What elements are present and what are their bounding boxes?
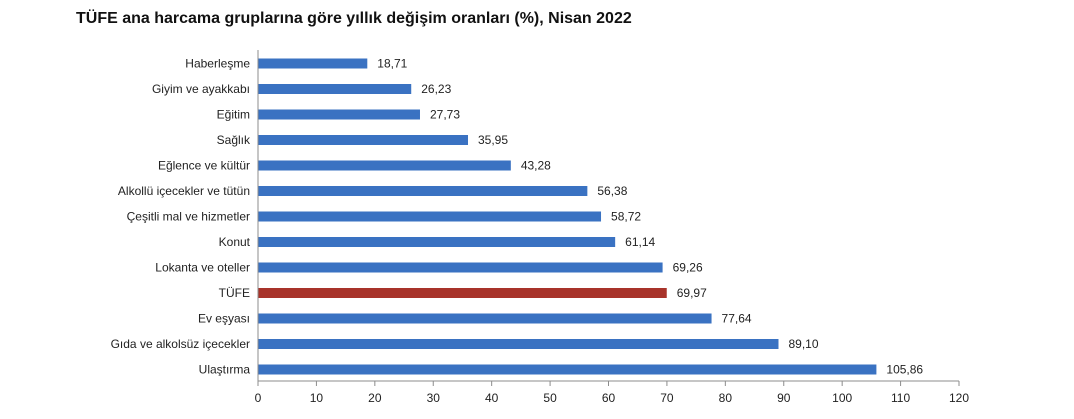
value-label: 105,86 bbox=[886, 363, 923, 377]
x-tick-label: 100 bbox=[832, 391, 852, 405]
category-label: Gıda ve alkolsüz içecekler bbox=[111, 337, 250, 351]
value-label: 26,23 bbox=[421, 82, 451, 96]
value-label: 56,38 bbox=[597, 184, 627, 198]
category-label: Haberleşme bbox=[185, 57, 250, 71]
category-label: Alkollü içecekler ve tütün bbox=[118, 184, 250, 198]
axis-layer bbox=[257, 50, 960, 386]
x-tick-label: 0 bbox=[255, 391, 262, 405]
bar bbox=[258, 84, 412, 94]
category-label: Lokanta ve oteller bbox=[155, 261, 250, 275]
x-tick-label: 80 bbox=[719, 391, 733, 405]
chart-title: TÜFE ana harcama gruplarına göre yıllık … bbox=[76, 10, 632, 27]
x-tick-label: 50 bbox=[543, 391, 557, 405]
category-label: Ulaştırma bbox=[199, 363, 251, 377]
x-tick-label: 110 bbox=[891, 391, 910, 405]
bar bbox=[258, 237, 616, 247]
value-label: 35,95 bbox=[478, 133, 508, 147]
category-label: Giyim ve ayakkabı bbox=[152, 82, 250, 96]
category-label: Ev eşyası bbox=[198, 312, 250, 326]
bar bbox=[258, 135, 469, 145]
value-label: 43,28 bbox=[521, 159, 551, 173]
labels-layer: Haberleşme 18,71 Giyim ve ayakkabı 26,23 Eği… bbox=[111, 57, 970, 406]
bar bbox=[258, 58, 368, 69]
value-label: 77,64 bbox=[722, 312, 752, 326]
x-tick-label: 10 bbox=[310, 391, 324, 405]
category-label: Eğlence ve kültür bbox=[158, 159, 250, 173]
bar bbox=[258, 109, 420, 120]
bar bbox=[258, 211, 602, 222]
value-label: 69,26 bbox=[673, 261, 703, 275]
category-label: Konut bbox=[219, 235, 251, 249]
value-label: 69,97 bbox=[677, 286, 707, 300]
bars-layer bbox=[258, 58, 877, 375]
bar bbox=[258, 364, 877, 375]
category-label: Sağlık bbox=[217, 133, 251, 147]
x-tick-label: 40 bbox=[485, 391, 499, 405]
x-tick-label: 30 bbox=[427, 391, 441, 405]
value-label: 61,14 bbox=[625, 235, 655, 249]
x-tick-label: 70 bbox=[660, 391, 674, 405]
category-label: Çeşitli mal ve hizmetler bbox=[127, 210, 250, 224]
category-label: TÜFE bbox=[219, 286, 250, 300]
x-tick-label: 20 bbox=[368, 391, 382, 405]
bar bbox=[258, 262, 663, 273]
bar bbox=[258, 313, 712, 324]
value-label: 58,72 bbox=[611, 210, 641, 224]
value-label: 18,71 bbox=[377, 57, 407, 71]
bar bbox=[258, 339, 779, 349]
bar bbox=[258, 186, 588, 196]
category-label: Eğitim bbox=[217, 108, 250, 122]
bar bbox=[258, 160, 511, 171]
bar bbox=[258, 288, 667, 298]
x-tick-label: 90 bbox=[777, 391, 791, 405]
x-tick-label: 60 bbox=[602, 391, 616, 405]
value-label: 89,10 bbox=[788, 337, 818, 351]
x-tick-label: 120 bbox=[949, 391, 969, 405]
value-label: 27,73 bbox=[430, 108, 460, 122]
